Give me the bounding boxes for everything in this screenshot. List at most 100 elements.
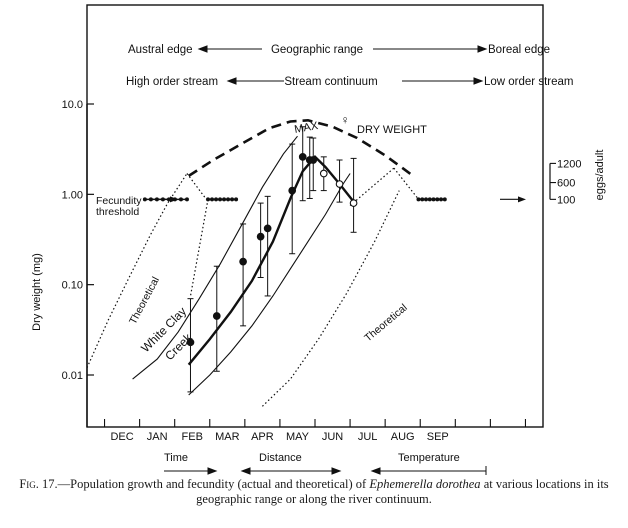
theoretical-right-curve (261, 190, 400, 407)
figure-caption: Fig. 17.—Population growth and fecundity… (6, 477, 622, 507)
month-label-aug: AUG (391, 431, 415, 443)
month-label-feb: FEB (182, 431, 203, 443)
y-tick-label-0: 10.0 (62, 99, 83, 111)
threshold-dot-1 (210, 197, 215, 202)
observed-point-3 (256, 232, 265, 241)
threshold-dot-1 (222, 197, 227, 202)
threshold-dot-1 (234, 197, 239, 202)
caption-species: Ephemerella dorothea (369, 477, 481, 491)
theoretical-left-label: Theoretical (127, 275, 162, 327)
peak-connector-0 (186, 173, 207, 200)
low-order-arrow-head (473, 77, 484, 85)
high-order-stream-label: High order stream (126, 76, 218, 88)
bottom-arrows: Time Distance Temperature (164, 452, 460, 464)
observed-point-4 (263, 224, 272, 233)
month-label-jan: JAN (147, 431, 168, 443)
peak-connector-3 (393, 167, 419, 200)
x-axis: DEC JAN FEB MAR APR MAY JUN JUL AUG SEP (103, 419, 527, 443)
peak-connector-2 (349, 167, 395, 207)
geographic-range-label: Geographic range (271, 44, 363, 56)
peak-connector-1 (189, 199, 209, 297)
time-label: Time (164, 452, 188, 464)
month-label-mar: MAR (215, 431, 240, 443)
threshold-dot-1 (218, 197, 223, 202)
boreal-arrow-head (477, 45, 488, 53)
gradient-arrows (197, 45, 488, 85)
threshold-dot-2 (423, 197, 428, 202)
month-label-dec: DEC (110, 431, 133, 443)
fecundity-threshold-label-2: threshold (96, 206, 139, 218)
threshold-dot-0 (142, 197, 147, 202)
threshold-dot-2 (439, 197, 444, 202)
caption-fig-label: Fig. 17. (19, 477, 58, 491)
theoretical-right-label: Theoretical (362, 302, 410, 345)
threshold-dot-2 (435, 197, 440, 202)
curves (86, 118, 526, 407)
low-order-stream-label: Low order stream (484, 76, 573, 88)
stream-continuum-label: Stream continuum (284, 76, 377, 88)
observations (186, 126, 358, 393)
fecundity-tick-label-0: 1200 (557, 158, 581, 170)
threshold-dot-0 (178, 197, 183, 202)
austral-arrow-head (197, 45, 208, 53)
caption-text-after: at various locations in its geographic r… (196, 477, 609, 506)
threshold-arrow-head (170, 196, 178, 203)
threshold-dot-2 (420, 197, 425, 202)
growth-envelope-upper (132, 135, 298, 380)
month-label-jul: JUL (358, 431, 378, 443)
observed-point-2 (239, 257, 247, 266)
threshold-dot-1 (206, 197, 211, 202)
threshold-dot-1 (214, 197, 219, 202)
threshold-dot-2 (416, 197, 421, 202)
distance-arrow-right-head (331, 467, 342, 475)
observed-open-point-0 (319, 169, 328, 178)
y-axis-label: Dry weight (mg) (31, 253, 43, 331)
fecundity-tick-label-1: 600 (557, 178, 575, 190)
threshold-dot-1 (226, 197, 231, 202)
threshold-dot-2 (442, 197, 447, 202)
threshold-dot-0 (148, 197, 153, 202)
y-axis: 10.0 1.00 0.10 0.01 (62, 99, 94, 427)
month-label-may: MAY (286, 431, 310, 443)
observed-point-8 (309, 156, 318, 164)
observed-open-point-1 (335, 180, 344, 188)
max-label: MAX (293, 120, 319, 136)
y-tick-label-2: 0.10 (62, 280, 83, 292)
dry-weight-label: DRY WEIGHT (357, 124, 427, 136)
caption-text-before: —Population growth and fecundity (actual… (57, 477, 370, 491)
y-tick-label-1: 1.00 (62, 189, 83, 201)
temperature-label: Temperature (398, 452, 460, 464)
fecundity-tick-label-2: 100 (557, 194, 575, 206)
mean-growth-curve (187, 155, 355, 366)
boreal-edge-label: Boreal edge (488, 44, 550, 56)
temperature-arrow-head (370, 467, 381, 475)
austral-edge-label: Austral edge (128, 44, 193, 56)
threshold-right-arrow-head (518, 196, 526, 203)
growth-envelope-lower (188, 173, 351, 396)
observed-point-5 (288, 186, 297, 195)
female-symbol: ♀ (341, 113, 350, 127)
observed-open-point-2 (349, 199, 358, 207)
month-label-jun: JUN (322, 431, 343, 443)
threshold-dot-2 (427, 197, 432, 202)
month-label-sep: SEP (427, 431, 449, 443)
gradient-header: Austral edge Geographic range Boreal edg… (126, 44, 573, 88)
eggs-per-adult-label: eggs/adult (594, 150, 606, 201)
observed-point-1 (212, 312, 221, 320)
threshold-dot-1 (230, 197, 235, 202)
bottom-arrow-lines (164, 466, 487, 475)
high-order-arrow-head (226, 77, 237, 85)
figure-chart: Austral edge Geographic range Boreal edg… (31, 4, 606, 475)
observed-point-6 (298, 152, 307, 161)
time-arrow-head (207, 467, 218, 475)
month-label-apr: APR (251, 431, 274, 443)
observed-point-0 (186, 338, 195, 347)
distance-arrow-left-head (240, 467, 251, 475)
y-tick-label-3: 0.01 (62, 370, 83, 382)
plot-frame (86, 4, 544, 428)
threshold-dot-2 (431, 197, 436, 202)
fecundity-threshold-label-1: Fecundity (96, 195, 142, 207)
distance-label: Distance (259, 452, 302, 464)
threshold-dot-0 (184, 197, 189, 202)
fecundity-axis: 1200 600 100 (549, 158, 581, 206)
